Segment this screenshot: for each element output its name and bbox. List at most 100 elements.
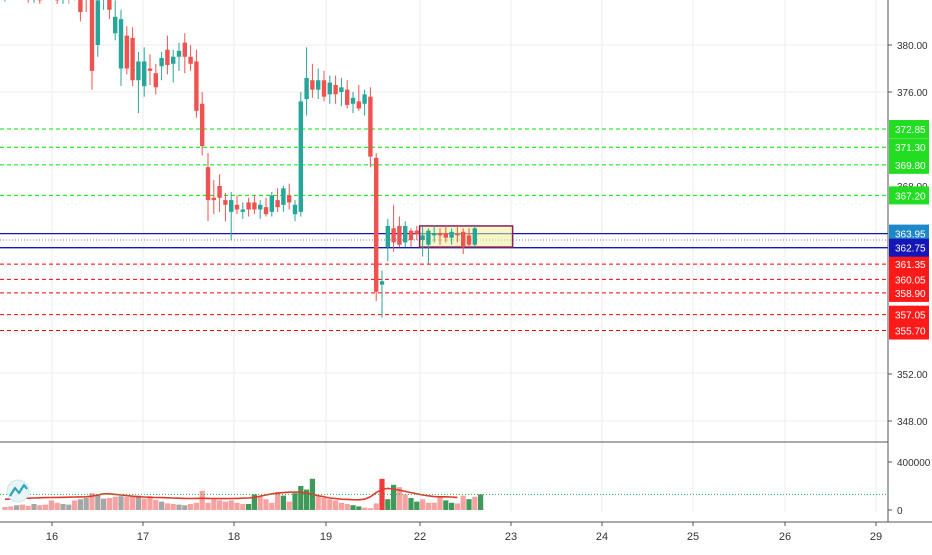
candle-body bbox=[130, 38, 134, 80]
candle-body bbox=[351, 98, 355, 104]
volume-bar bbox=[49, 500, 54, 510]
volume-bar bbox=[124, 497, 129, 510]
candle-body bbox=[246, 202, 250, 209]
volume-bar bbox=[188, 504, 193, 510]
x-tick-label: 18 bbox=[228, 531, 240, 543]
volume-bar bbox=[333, 500, 338, 510]
volume-bar bbox=[84, 498, 89, 510]
x-tick-label: 17 bbox=[137, 531, 149, 543]
range-box bbox=[420, 226, 513, 247]
candle-body bbox=[229, 200, 233, 212]
volume-bar bbox=[234, 503, 239, 510]
volume-bar bbox=[258, 497, 263, 510]
volume-bar bbox=[159, 502, 164, 510]
x-tick-label: 25 bbox=[687, 531, 699, 543]
volume-bar bbox=[43, 505, 48, 510]
volume-bar bbox=[118, 496, 123, 510]
volume-bar bbox=[287, 502, 292, 510]
x-tick-label: 16 bbox=[46, 531, 58, 543]
candle-body bbox=[415, 231, 419, 235]
volume-bar bbox=[368, 508, 373, 510]
volume-bar bbox=[321, 498, 326, 510]
volume-bar bbox=[147, 496, 152, 510]
volume-bar bbox=[345, 504, 350, 510]
candle-body bbox=[455, 234, 459, 235]
candle-body bbox=[473, 228, 477, 244]
candle-body bbox=[328, 83, 332, 95]
volume-bar bbox=[466, 499, 471, 510]
volume-bar bbox=[60, 504, 65, 510]
volume-bar bbox=[403, 494, 408, 510]
volume-bar bbox=[55, 503, 60, 510]
volume-bar bbox=[298, 486, 303, 510]
candle-body bbox=[438, 233, 442, 235]
volume-bar bbox=[217, 500, 222, 510]
volume-bar bbox=[374, 503, 379, 510]
volume-bar bbox=[327, 499, 332, 510]
volume-bar bbox=[449, 503, 454, 510]
x-tick-label: 29 bbox=[870, 531, 882, 543]
candle-body bbox=[467, 235, 471, 244]
volume-bar bbox=[78, 499, 83, 510]
support-price-tag-label: 367.20 bbox=[895, 191, 926, 202]
consolidation-box bbox=[420, 226, 513, 247]
volume-bar bbox=[165, 503, 170, 510]
candle-body bbox=[78, 0, 82, 12]
candle-body bbox=[275, 200, 279, 207]
candle-body bbox=[200, 104, 204, 146]
resistance-price-tag-label: 355.70 bbox=[895, 327, 926, 338]
x-tick-label: 23 bbox=[505, 531, 517, 543]
volume-bar bbox=[292, 493, 297, 510]
volume-bar bbox=[182, 505, 187, 510]
candle-body bbox=[432, 233, 436, 235]
candle-body bbox=[293, 205, 297, 214]
support-price-tag-label: 369.80 bbox=[895, 161, 926, 172]
volume-bar bbox=[95, 494, 100, 510]
volume-bar bbox=[37, 505, 42, 510]
x-tick-label: 19 bbox=[320, 531, 332, 543]
candle-body bbox=[420, 235, 424, 240]
volume-bar bbox=[316, 496, 321, 510]
candle-body bbox=[188, 57, 192, 64]
candle-body bbox=[409, 231, 413, 240]
candle-body bbox=[316, 80, 320, 89]
candle-body bbox=[194, 61, 198, 110]
candle-body bbox=[235, 205, 239, 210]
candle-body bbox=[322, 80, 326, 96]
candle-body bbox=[125, 36, 129, 69]
volume-bar bbox=[455, 503, 460, 510]
volume-bar bbox=[8, 506, 13, 510]
candle-body bbox=[165, 50, 169, 65]
candle-body bbox=[107, 0, 111, 10]
candle-body bbox=[183, 43, 187, 57]
candle-body bbox=[449, 232, 453, 238]
candle-body bbox=[403, 226, 407, 242]
volume-bar bbox=[356, 506, 361, 510]
volume-pane bbox=[0, 479, 888, 510]
volume-bar bbox=[414, 502, 419, 510]
x-tick-label: 22 bbox=[414, 531, 426, 543]
candle-body bbox=[159, 58, 163, 66]
volume-bar bbox=[176, 505, 181, 510]
candle-body bbox=[345, 90, 349, 105]
vol-tick-label: 0 bbox=[897, 506, 903, 517]
volume-bar bbox=[142, 499, 147, 510]
volume-bar bbox=[130, 496, 135, 510]
volume-bar bbox=[194, 503, 199, 510]
volume-bar bbox=[362, 508, 367, 510]
candle-body bbox=[362, 94, 366, 103]
candle-body bbox=[281, 188, 285, 204]
volume-bar bbox=[432, 503, 437, 510]
candle-body bbox=[397, 226, 401, 245]
candle-body bbox=[391, 228, 395, 242]
volume-bar bbox=[20, 505, 25, 510]
volume-bar bbox=[31, 504, 36, 510]
volume-bar bbox=[461, 496, 466, 510]
candle-body bbox=[177, 51, 181, 57]
candle-body bbox=[223, 200, 227, 205]
volume-bar bbox=[200, 491, 205, 510]
candle-body bbox=[287, 195, 291, 202]
volume-bar bbox=[443, 500, 448, 510]
